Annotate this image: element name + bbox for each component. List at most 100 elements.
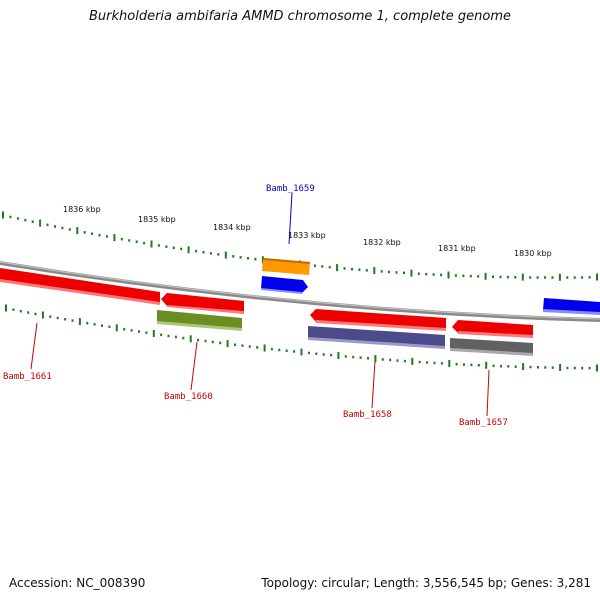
kbp-label: 1831 kbp [438,244,476,253]
inner-tick-track [5,304,598,372]
minor-tick [455,362,458,366]
minor-tick [278,348,281,352]
minor-tick [49,315,52,318]
gene-feature-bamb-1660-domain[interactable] [157,310,242,331]
minor-tick [157,244,160,247]
minor-tick [380,270,383,273]
minor-tick [98,233,101,237]
minor-tick [174,335,177,339]
minor-tick [248,345,251,348]
minor-tick [172,246,175,250]
gene-arrow-bamb-1659-rna[interactable] [262,258,310,275]
minor-tick [529,365,532,369]
minor-tick [573,276,576,279]
minor-tick [440,273,443,277]
minor-tick [123,328,126,331]
minor-tick [27,311,30,314]
major-tick [521,273,524,281]
minor-tick [351,267,353,271]
minor-tick [105,235,108,238]
minor-tick [256,346,259,349]
minor-tick [180,247,183,251]
gene-arrow-bamb-1658[interactable] [310,309,446,331]
gene-label-bamb-1658[interactable]: Bamb_1658 [343,410,392,420]
kbp-label: 1834 kbp [213,223,251,232]
minor-tick [454,274,457,277]
gene-feature-bamb-1657-domain[interactable] [450,338,533,356]
major-tick [300,348,303,356]
minor-tick [462,274,465,278]
gene-label-bamb-1660[interactable]: Bamb_1660 [164,392,213,402]
gene-label-bamb-1657[interactable]: Bamb_1657 [459,418,508,428]
gene-label-bamb-1659[interactable]: Bamb_1659 [266,184,315,194]
minor-tick [293,350,296,353]
gene-arrow-bamb-1659[interactable] [261,276,308,294]
minor-tick [403,271,405,275]
minor-tick [217,253,220,256]
minor-tick [322,353,325,356]
minor-tick [425,272,428,276]
minor-tick [388,270,391,274]
minor-tick [234,343,236,346]
minor-tick [313,264,316,267]
minor-tick [365,269,368,272]
leader-line-bamb-1657 [486,369,490,417]
major-tick [2,211,4,219]
minor-tick [396,359,399,362]
minor-tick [440,362,443,365]
minor-tick [477,364,480,367]
minor-tick [551,366,554,369]
minor-tick [566,366,569,370]
gene-arrow-forward-edge[interactable] [543,298,600,315]
minor-tick [165,245,168,248]
major-tick [76,227,79,235]
minor-tick [160,333,163,337]
major-tick [152,330,155,337]
major-tick [336,264,339,272]
minor-tick [247,257,249,260]
major-tick [5,304,7,312]
major-tick [448,360,451,367]
minor-tick [492,275,494,278]
kbp-label: 1830 kbp [514,249,552,258]
minor-tick [135,240,138,243]
minor-tick [514,365,517,368]
minor-tick [71,319,74,322]
minor-tick [232,255,235,258]
major-tick [39,219,42,227]
minor-tick [507,365,510,368]
major-tick [113,234,116,242]
minor-tick [426,361,429,364]
gene-feature-bamb-1658-domain[interactable] [308,326,445,349]
minor-tick [529,276,532,279]
minor-tick [182,336,185,340]
minor-tick [219,341,222,345]
minor-tick [492,364,495,368]
minor-tick [544,276,546,279]
minor-tick [167,334,170,338]
gene-arrow-bamb-1661[interactable] [0,268,160,305]
minor-tick [204,339,207,343]
gene-arrow-bamb-1657[interactable] [452,320,533,338]
minor-tick [145,331,148,334]
major-tick [410,269,413,277]
map-title: Burkholderia ambifaria AMMD chromosome 1… [88,9,512,24]
minor-tick [31,220,34,223]
leader-line-bamb-1658 [371,360,376,409]
minor-tick [16,217,19,220]
major-tick [115,324,118,332]
kbp-label: 1836 kbp [63,205,101,214]
kbp-label: 1835 kbp [138,215,176,224]
gene-label-bamb-1661[interactable]: Bamb_1661 [3,372,52,382]
minor-tick [307,351,310,355]
major-tick [78,318,81,326]
major-tick [522,363,525,371]
minor-tick [120,237,123,241]
major-tick [596,273,598,281]
minor-tick [566,276,569,279]
minor-tick [202,251,205,254]
minor-tick [588,276,591,279]
gene-arrow-bamb-1660[interactable] [161,293,244,314]
minor-tick [352,355,355,359]
minor-tick [12,308,15,311]
